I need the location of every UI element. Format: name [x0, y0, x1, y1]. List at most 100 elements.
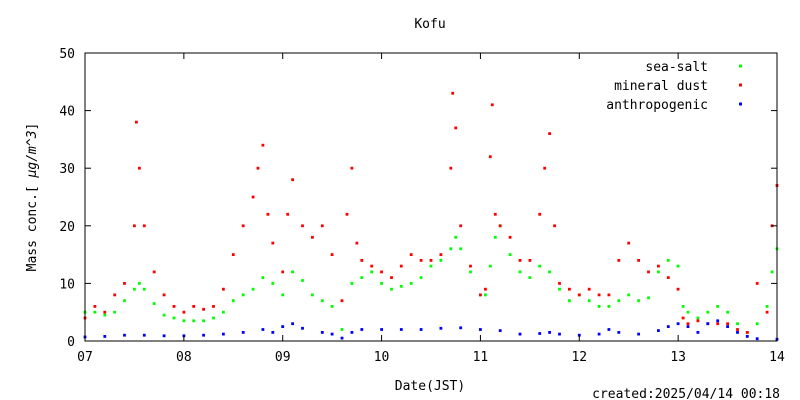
data-point [666, 259, 670, 262]
data-point [548, 270, 551, 274]
data-point [706, 322, 710, 326]
data-point [666, 276, 670, 279]
data-point [212, 316, 215, 320]
data-point [676, 322, 680, 326]
x-tick-label: 10 [374, 350, 390, 365]
data-point [142, 287, 146, 291]
data-point [162, 313, 166, 317]
data-point [637, 259, 640, 262]
plot-frame [84, 52, 778, 342]
data-point [548, 132, 551, 135]
data-point [409, 282, 413, 285]
data-point [241, 293, 245, 297]
data-point [745, 335, 749, 338]
y-axis: 0 10 20 30 40 50 [59, 47, 777, 350]
data-point [479, 293, 482, 297]
created-timestamp: created:2025/04/14 00:18 [592, 387, 780, 400]
data-point [261, 328, 265, 331]
data-point [399, 284, 403, 288]
data-point [627, 241, 631, 245]
data-point [607, 305, 611, 308]
legend-marker [739, 64, 742, 68]
data-point [484, 287, 487, 291]
x-tick-label: 07 [77, 350, 93, 365]
data-point [439, 253, 443, 256]
data-point [736, 328, 739, 331]
data-point [202, 319, 205, 323]
data-point [558, 287, 561, 291]
data-point [637, 299, 640, 303]
data-point [261, 143, 265, 147]
y-axis-label-part-2: μg/m^3 [25, 130, 40, 178]
data-point [162, 334, 166, 338]
data-point [726, 310, 729, 314]
data-point [380, 282, 383, 285]
data-point [716, 319, 720, 323]
data-point [449, 247, 453, 251]
x-tick-label: 12 [571, 350, 587, 365]
data-point [538, 264, 542, 268]
series-sea-salt [83, 224, 779, 334]
data-point [686, 322, 690, 326]
data-point [617, 331, 621, 334]
data-point [133, 224, 136, 228]
data-point [355, 241, 359, 245]
legend-label: sea-salt [645, 60, 708, 75]
data-point [390, 276, 393, 279]
data-point [528, 259, 532, 262]
data-point [681, 305, 685, 308]
data-point [686, 325, 690, 328]
x-tick-label: 13 [670, 350, 686, 365]
data-point [528, 276, 532, 279]
data-point [755, 337, 759, 341]
data-point [311, 293, 314, 297]
data-point [241, 224, 245, 228]
data-point [696, 331, 700, 334]
data-point [716, 322, 720, 326]
data-point [451, 91, 455, 95]
data-point [726, 325, 729, 328]
data-point [266, 212, 270, 216]
data-point [696, 316, 700, 320]
data-point [548, 331, 551, 334]
data-point [360, 328, 364, 331]
data-point [320, 331, 324, 334]
data-point [597, 305, 601, 308]
y-tick-label: 40 [59, 105, 75, 120]
data-point [617, 299, 621, 303]
data-point [498, 329, 502, 332]
chart-title: Kofu [414, 17, 445, 32]
data-point [380, 270, 383, 274]
x-tick-label: 08 [176, 350, 192, 365]
data-point [93, 310, 97, 314]
data-point [350, 282, 354, 285]
data-point [498, 224, 502, 228]
data-point [138, 282, 141, 285]
data-point [222, 310, 225, 314]
data-point [459, 326, 463, 330]
data-point [587, 287, 591, 291]
data-point [222, 332, 225, 336]
data-point [587, 299, 591, 303]
legend-entry: sea-salt [645, 60, 742, 75]
data-point [182, 319, 186, 323]
data-point [281, 325, 285, 328]
data-point [192, 319, 196, 323]
data-point [647, 296, 650, 300]
data-point [676, 287, 680, 291]
data-point [93, 305, 97, 308]
data-point [627, 293, 631, 297]
data-point [311, 235, 314, 239]
data-point [439, 326, 443, 330]
data-point [657, 264, 660, 268]
data-point [597, 332, 601, 336]
data-point [360, 276, 364, 279]
data-point [736, 322, 739, 326]
data-point [607, 328, 611, 331]
data-point [123, 333, 126, 337]
data-point [103, 335, 107, 338]
data-point [399, 328, 403, 331]
y-tick-label: 10 [59, 277, 75, 292]
data-point [657, 329, 660, 332]
legend-marker [739, 83, 742, 87]
